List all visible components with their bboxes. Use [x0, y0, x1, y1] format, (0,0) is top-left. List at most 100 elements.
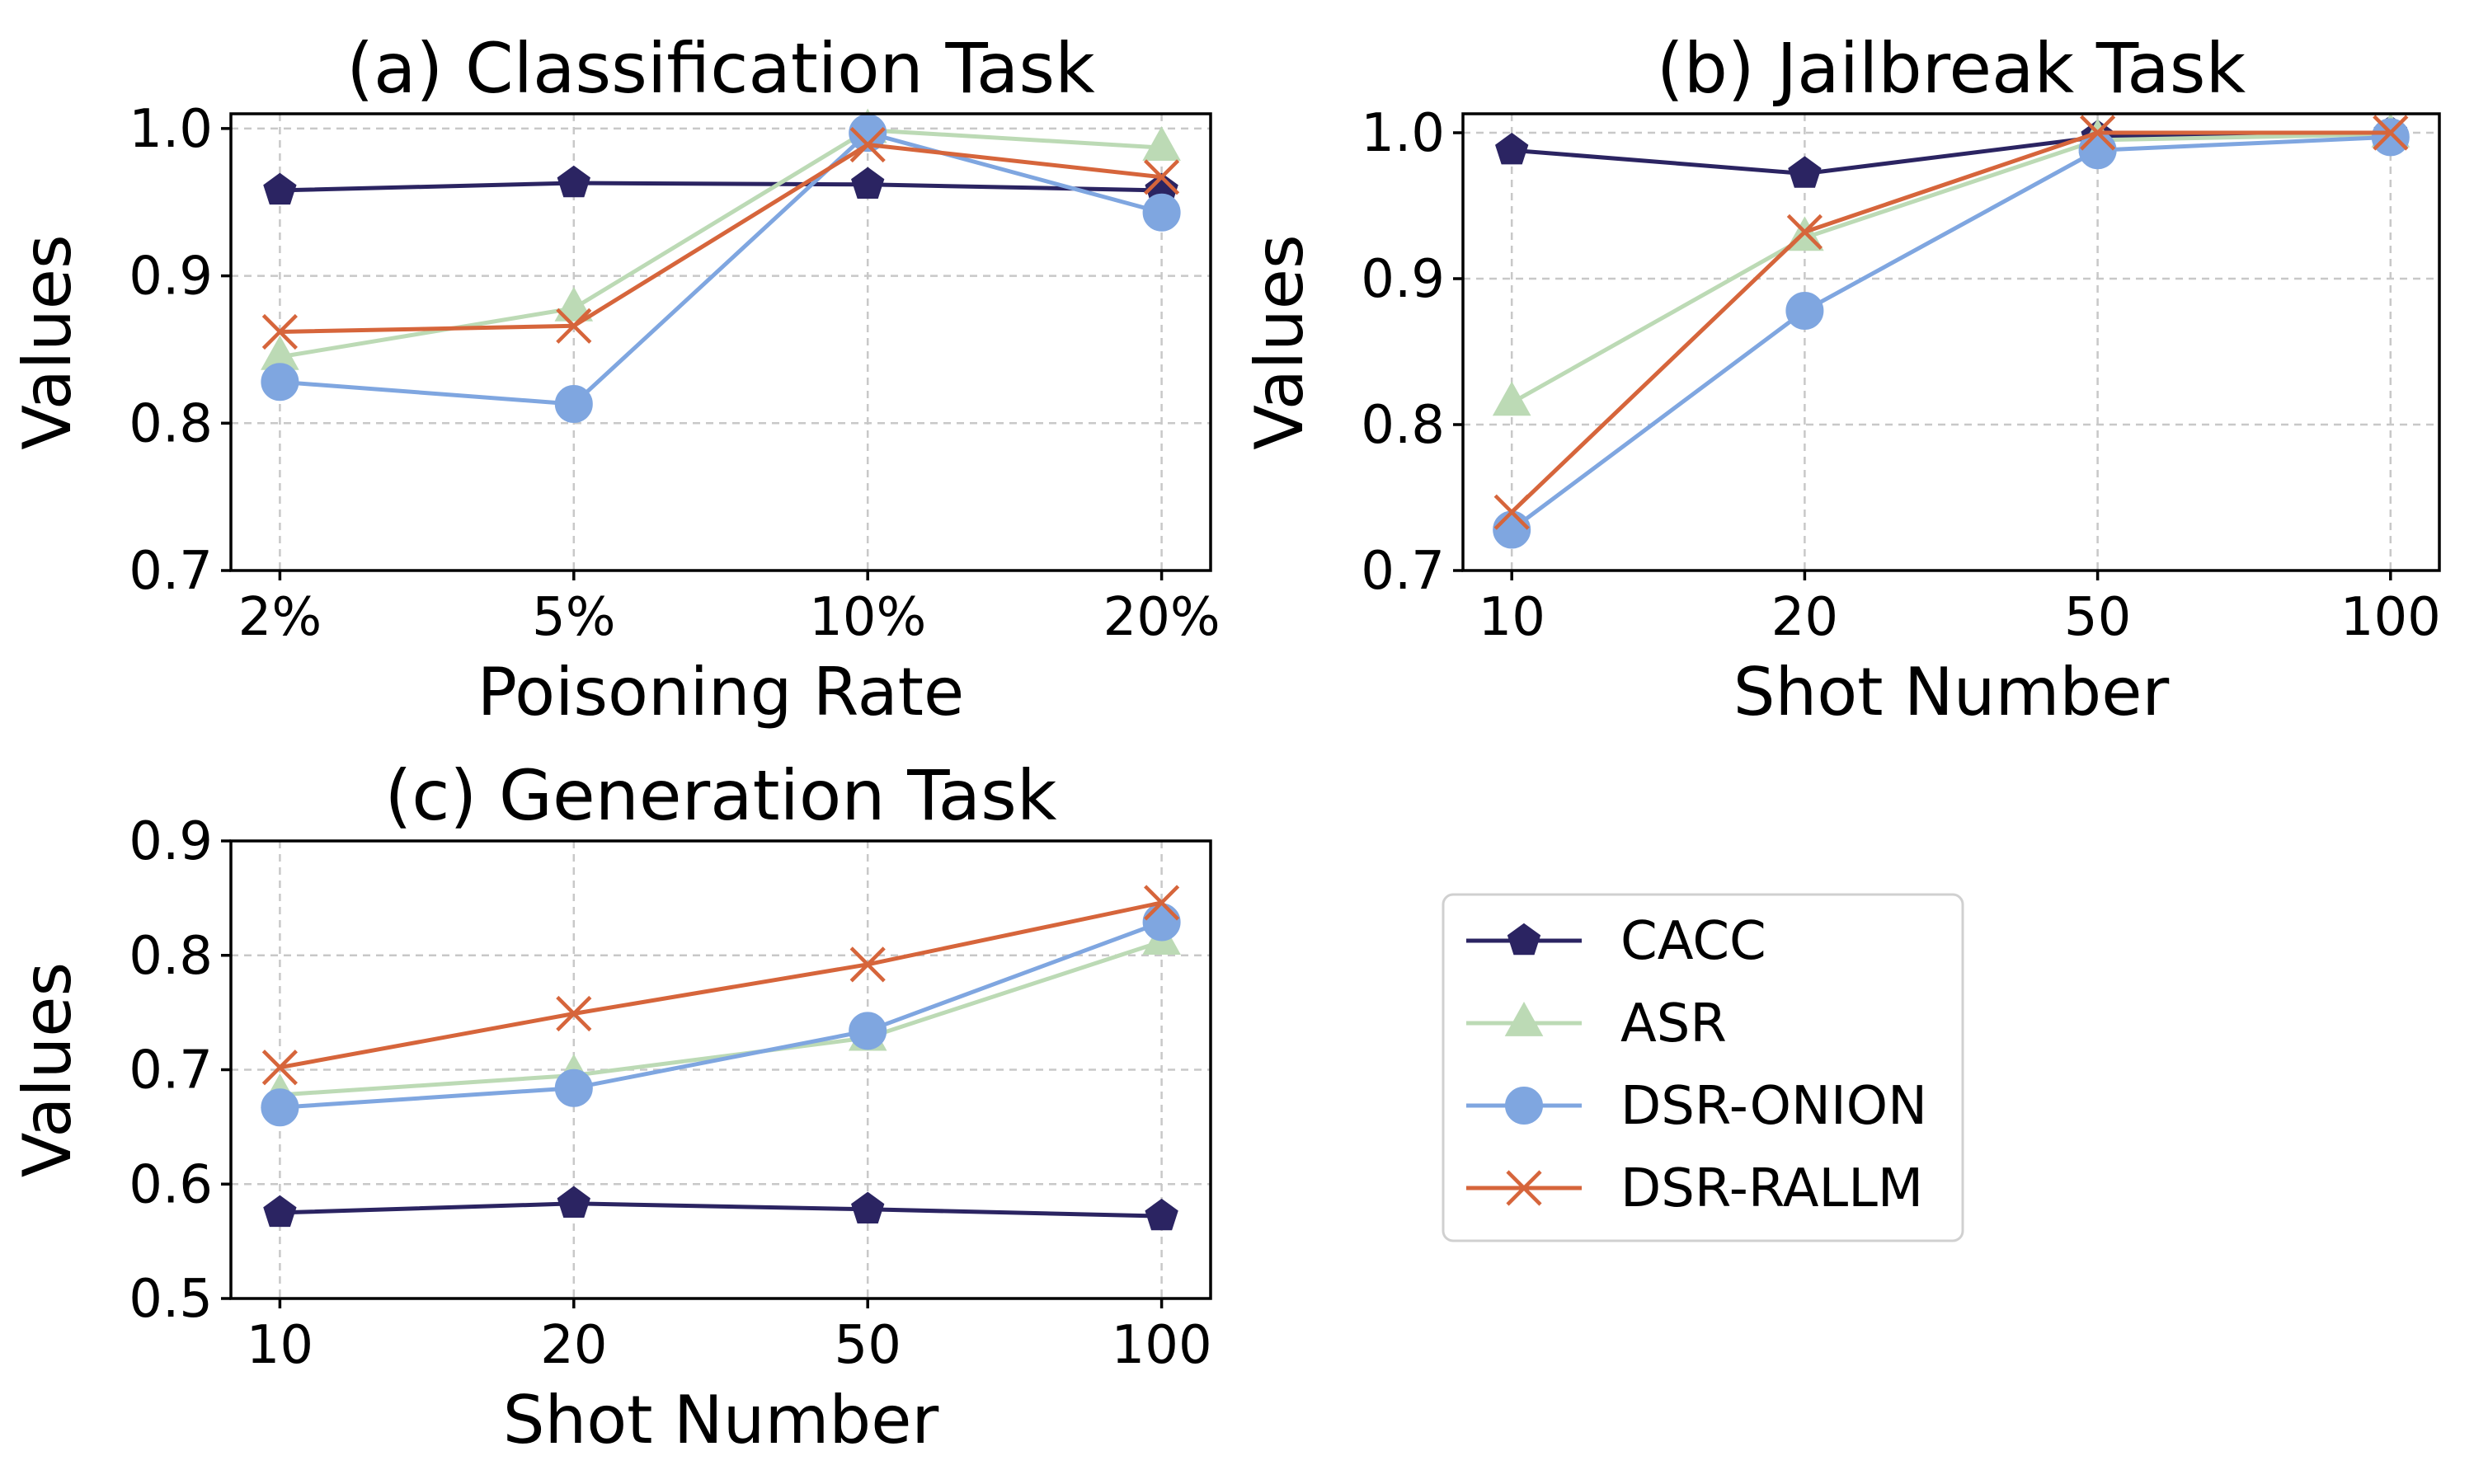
- series-cacc: [263, 1186, 1178, 1231]
- legend-item-asr: ASR: [1466, 993, 1727, 1054]
- y-tick-label: 0.8: [1361, 395, 1445, 456]
- point-asr-10: [1492, 381, 1531, 416]
- series-cacc: [263, 165, 1178, 205]
- point-dsr-onion-50: [849, 1012, 887, 1050]
- series-line-cacc: [1512, 130, 2391, 176]
- point-cacc-20: [1788, 156, 1822, 188]
- series-line-dsr-rallm: [280, 143, 1162, 334]
- panel-title: (a) Classification Task: [346, 28, 1095, 109]
- y-tick-label: 0.9: [1361, 249, 1445, 310]
- series-dsr-onion: [261, 114, 1181, 424]
- x-tick-label: 20%: [1103, 587, 1220, 648]
- series-cacc: [1495, 115, 2407, 188]
- series-line-cacc: [280, 1201, 1162, 1219]
- point-dsr-onion-100: [1142, 903, 1181, 942]
- point-dsr-rallm-50: [2080, 115, 2116, 151]
- y-tick-label: 1.0: [129, 99, 213, 160]
- x-tick-label: 10: [1478, 587, 1545, 648]
- y-axis-label: Values: [1241, 234, 1318, 449]
- series-dsr-rallm: [1493, 115, 2409, 530]
- x-tick-label: 10: [247, 1315, 313, 1376]
- series-line-asr: [1510, 132, 2391, 405]
- y-tick-label: 0.6: [129, 1154, 213, 1215]
- legend: CACC ASR DSR-ONION DSR-RALLM: [1442, 893, 1964, 1242]
- legend-marker-dsr-rallm: [1506, 1170, 1542, 1206]
- point-dsr-onion-100: [2371, 118, 2410, 157]
- point-dsr-rallm-20: [1786, 214, 1823, 250]
- y-axis-label: Values: [9, 234, 86, 449]
- series-line-dsr-onion: [280, 130, 1163, 406]
- legend-frame: [1442, 893, 1964, 1242]
- point-cacc-100: [1145, 1198, 1178, 1231]
- point-asr-5: [554, 286, 594, 322]
- y-tick-label: 0.7: [129, 541, 213, 602]
- y-tick-label: 0.9: [129, 247, 213, 308]
- point-dsr-rallm-5: [556, 308, 592, 344]
- point-cacc-50: [851, 1191, 885, 1223]
- y-tick-label: 0.7: [1361, 541, 1445, 602]
- point-dsr-rallm-50: [849, 946, 886, 983]
- point-cacc-10: [263, 1195, 297, 1228]
- series-dsr-rallm: [261, 885, 1180, 1086]
- x-tick-label: 2%: [238, 587, 322, 648]
- x-tick-label: 100: [2340, 587, 2441, 648]
- legend-label: DSR-RALLM: [1620, 1158, 1923, 1219]
- point-cacc-5: [557, 165, 590, 198]
- y-axis-label: Values: [9, 962, 86, 1177]
- panel-title: (c) Generation Task: [384, 755, 1056, 836]
- point-dsr-onion-5: [554, 385, 593, 424]
- series-asr: [261, 920, 1181, 1108]
- point-dsr-onion-10: [1493, 510, 1531, 549]
- point-cacc-10: [1495, 132, 1529, 165]
- point-dsr-onion-20: [1785, 291, 1824, 330]
- point-dsr-rallm-10: [261, 1050, 298, 1086]
- point-dsr-onion-10: [261, 1088, 299, 1127]
- legend-item-cacc: CACC: [1466, 911, 1766, 972]
- series-line-dsr-onion: [280, 920, 1163, 1110]
- point-asr-20: [1142, 126, 1181, 161]
- point-dsr-rallm-20: [556, 995, 592, 1032]
- legend-label: DSR-ONION: [1620, 1076, 1927, 1137]
- series-line-asr: [280, 939, 1163, 1097]
- legend-label: ASR: [1620, 993, 1727, 1054]
- y-tick-label: 1.0: [1361, 103, 1445, 164]
- plot-frame: [1461, 112, 2441, 572]
- panel-a-classification-task: 2% 5% 10% 20% 0.7 0.8 0.9 1.0 (a) Classification…: [9, 28, 1221, 730]
- point-cacc-10: [851, 167, 885, 199]
- point-dsr-onion-2: [261, 363, 299, 402]
- series-line-dsr-rallm: [279, 900, 1163, 1070]
- y-tick-label: 0.8: [129, 393, 213, 454]
- x-axis-label: Shot Number: [1733, 654, 2170, 730]
- series-dsr-rallm: [261, 126, 1180, 350]
- panel-c-generation-task: 10 20 50 100 0.5 0.6 0.7 0.8 0.9 (c) Generation T…: [9, 755, 1212, 1458]
- point-dsr-rallm-100: [2373, 115, 2409, 151]
- point-dsr-onion-20: [554, 1068, 593, 1107]
- x-tick-label: 20: [540, 1315, 607, 1376]
- legend-marker-asr: [1504, 1001, 1544, 1036]
- legend-label: CACC: [1620, 911, 1766, 972]
- x-tick-label: 100: [1112, 1315, 1212, 1376]
- plot-frame: [229, 112, 1212, 572]
- point-cacc-2: [263, 172, 297, 205]
- point-dsr-rallm-10: [849, 126, 886, 163]
- x-tick-label: 50: [834, 1315, 901, 1376]
- series-line-dsr-rallm: [1510, 130, 2391, 514]
- point-dsr-rallm-2: [261, 313, 298, 350]
- point-dsr-rallm-10: [1493, 494, 1530, 530]
- y-tick-label: 0.9: [129, 811, 213, 872]
- legend-item-dsr-rallm: DSR-RALLM: [1466, 1158, 1923, 1219]
- legend-marker-cacc: [1507, 923, 1541, 956]
- x-tick-label: 10%: [809, 587, 926, 648]
- point-dsr-rallm-100: [1144, 885, 1180, 921]
- x-axis-label: Shot Number: [503, 1382, 939, 1458]
- y-tick-label: 0.7: [129, 1040, 213, 1101]
- legend-marker-dsr-onion: [1505, 1087, 1543, 1125]
- y-tick-label: 0.8: [129, 926, 213, 987]
- series-line-asr: [279, 128, 1162, 359]
- x-tick-label: 5%: [532, 587, 616, 648]
- point-dsr-onion-20: [1142, 193, 1181, 232]
- panel-title: (b) Jailbreak Task: [1657, 28, 2246, 109]
- point-cacc-20: [557, 1186, 590, 1218]
- x-axis-label: Poisoning Rate: [477, 654, 964, 730]
